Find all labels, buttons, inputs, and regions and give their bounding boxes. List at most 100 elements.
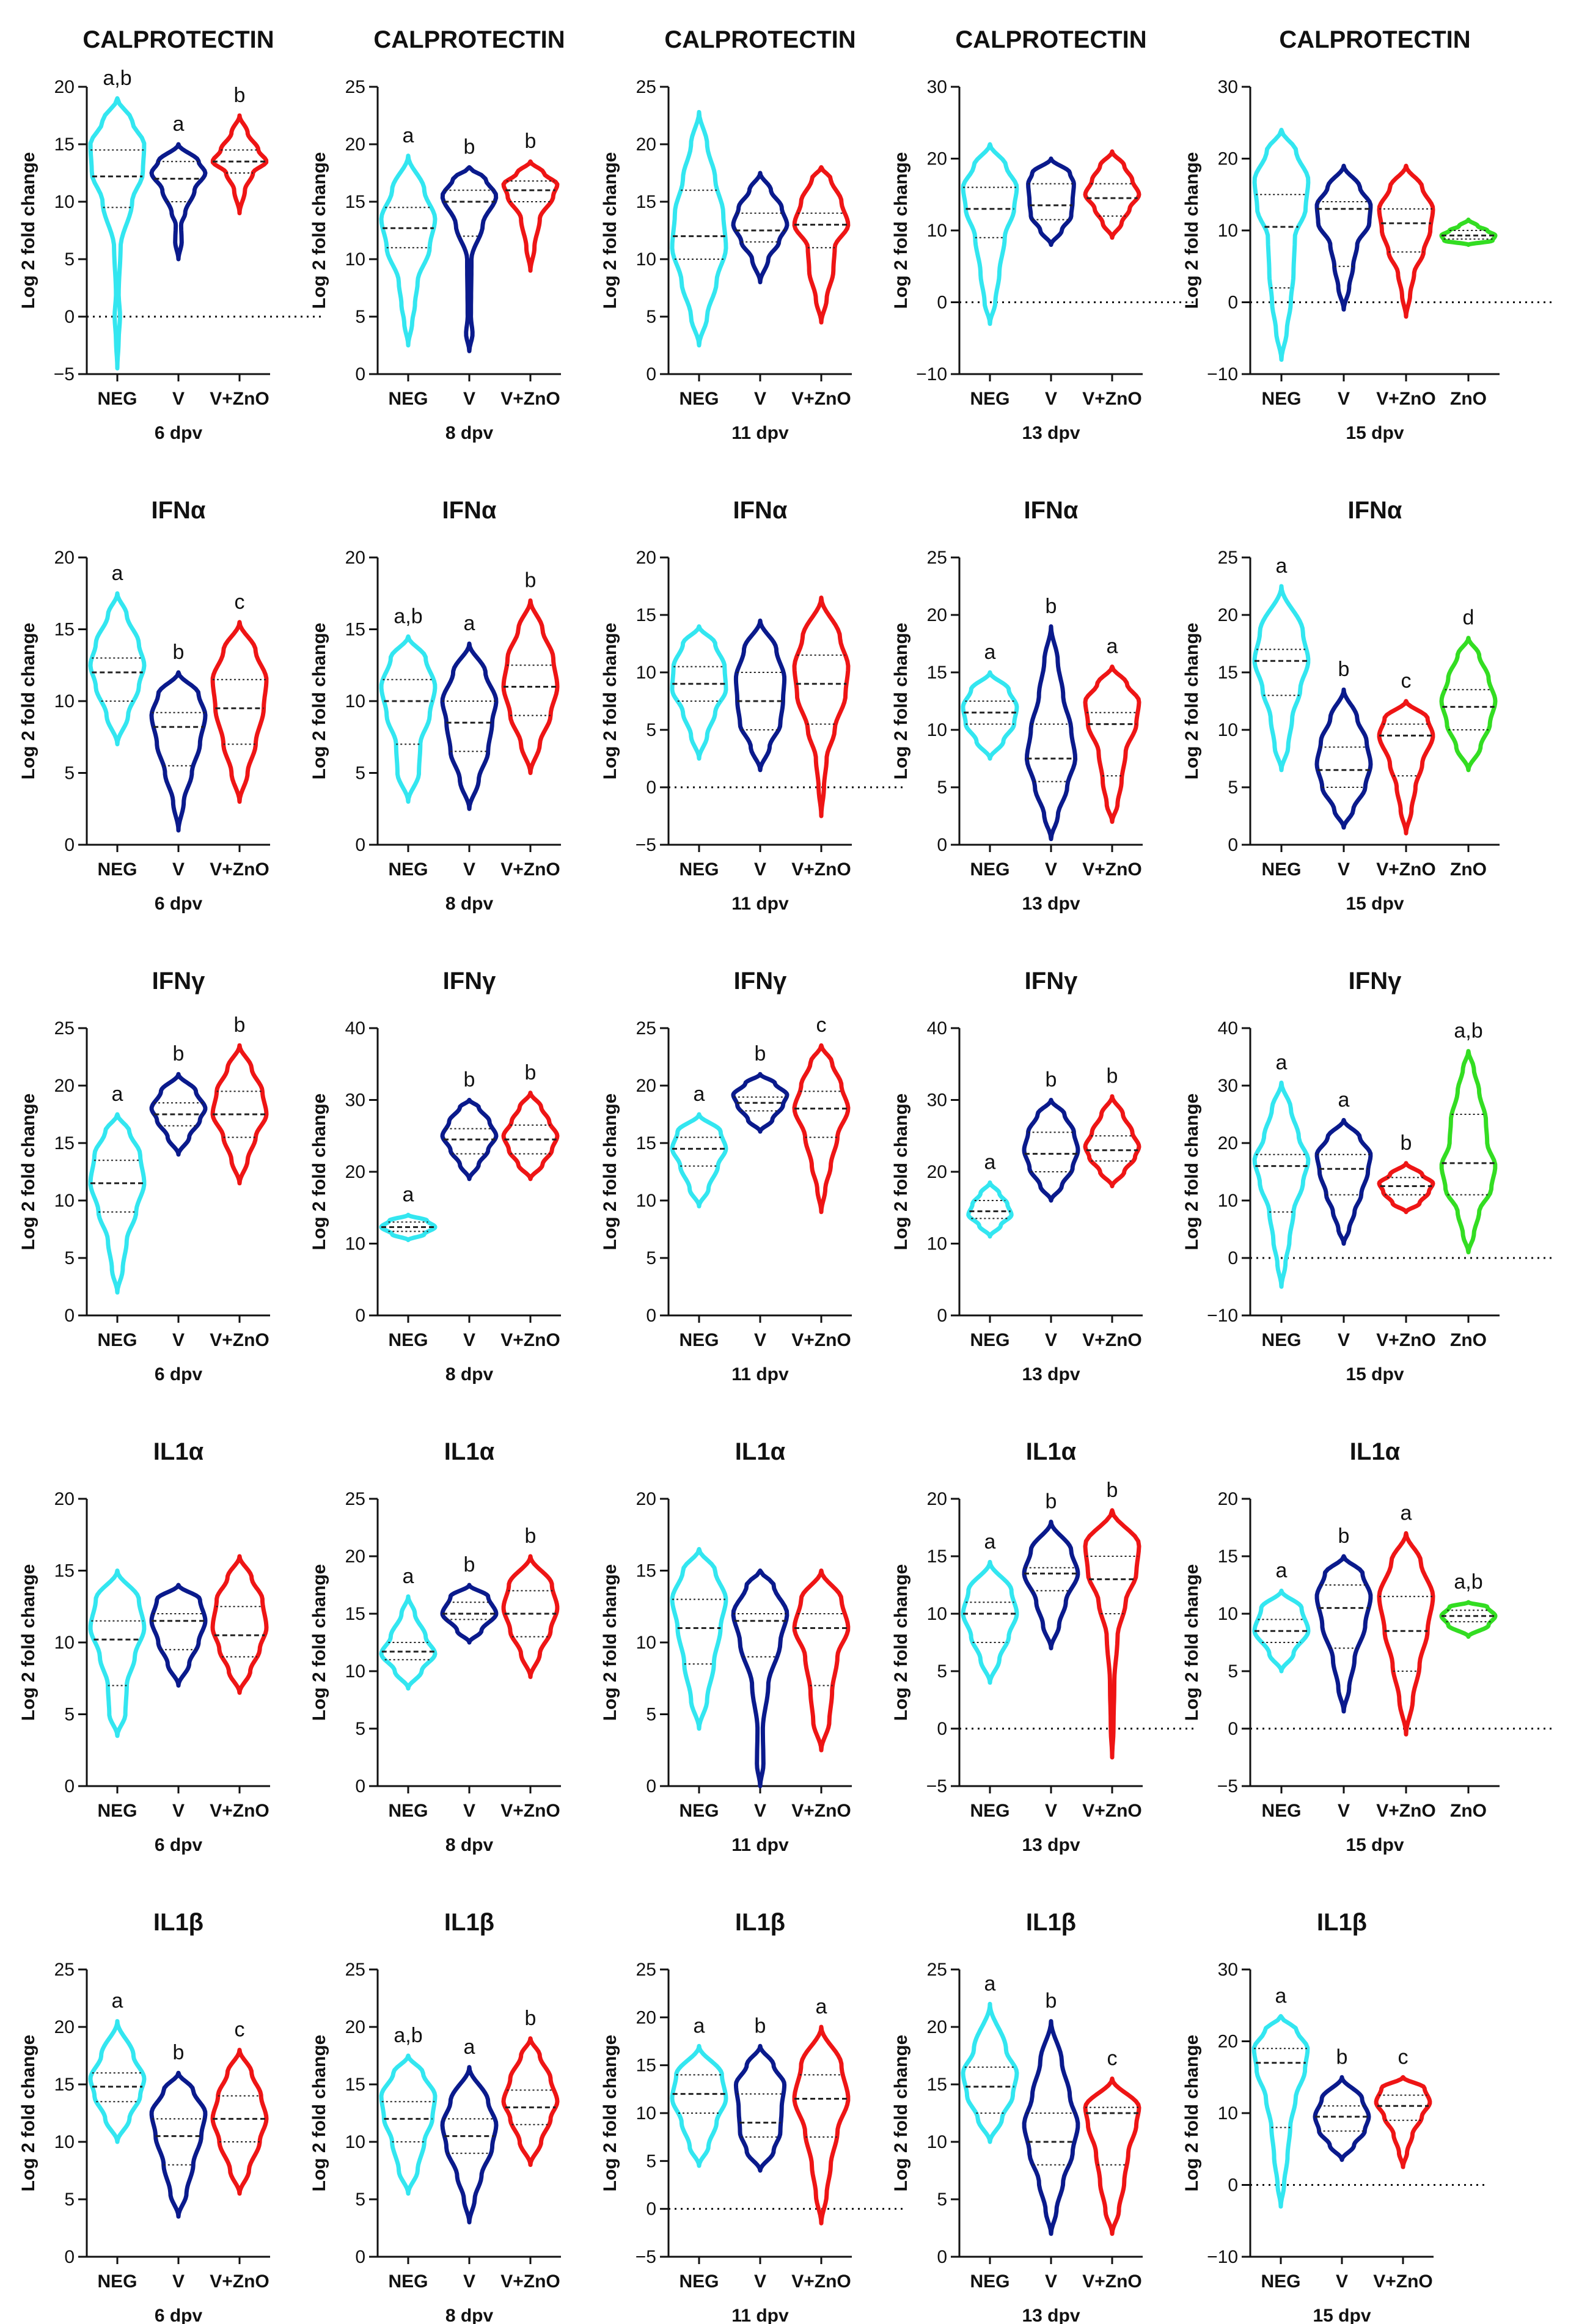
y-axis-label: Log 2 fold change	[18, 1094, 38, 1251]
x-category-label: V+ZnO	[210, 389, 269, 409]
y-tick-label: 40	[1218, 1018, 1238, 1039]
y-tick-label: 5	[355, 307, 365, 327]
x-category-label: V	[463, 1801, 475, 1821]
chart-panel: IL1β 0 5 10 15 20 25 Log 2 fold change NEG a Vb V+Z…	[891, 1909, 1143, 2324]
chart-panel: IL1α 0 5 10 15 20 Log 2 fold change NEG V V+ZnO11…	[600, 1438, 852, 1855]
y-tick-label: 15	[636, 2056, 656, 2076]
significance-letter: b	[1338, 1524, 1350, 1548]
panel-title: IL1β	[444, 1909, 494, 1936]
violin-v-zno	[1083, 664, 1141, 824]
y-tick-label: 10	[636, 249, 656, 270]
y-tick-label: 25	[927, 1960, 947, 1980]
y-tick-label: 10	[1218, 1191, 1238, 1211]
x-category-label: V+ZnO	[791, 859, 851, 880]
violin-v	[1022, 1098, 1080, 1203]
significance-letter: b	[1046, 595, 1057, 618]
y-axis-label: Log 2 fold change	[18, 2035, 38, 2192]
panel-title: IFNγ	[1025, 968, 1078, 995]
x-axis-label: 6 dpv	[155, 1835, 203, 1855]
chart-panel: CALPROTECTIN −10 0 10 20 30 Log 2 fold change N…	[1182, 26, 1555, 443]
violin-v-zno	[1374, 2075, 1432, 2169]
x-category-label: V+ZnO	[500, 1801, 560, 1821]
y-tick-label: 15	[54, 134, 75, 155]
significance-letter: a	[1401, 1501, 1412, 1524]
violin-v-zno	[1377, 699, 1435, 836]
violin-neg	[379, 2053, 438, 2196]
chart-panel: CALPROTECTIN −5 0 5 10 15 20 Log 2 fold change N…	[18, 26, 325, 443]
y-axis-label: Log 2 fold change	[309, 1564, 329, 1721]
chart-panel: IFNα 0 5 10 15 20 25 Log 2 fold change NEG a Vb V+Z…	[1182, 497, 1500, 914]
y-tick-label: 5	[646, 1705, 656, 1725]
violin-neg	[88, 1112, 147, 1295]
violin-neg	[1252, 1080, 1311, 1289]
y-axis-label: Log 2 fold change	[1182, 2035, 1202, 2192]
y-tick-label: 10	[54, 691, 75, 712]
y-tick-label: 40	[345, 1018, 365, 1039]
significance-letter: c	[1398, 2045, 1409, 2068]
y-tick-label: 20	[54, 1076, 75, 1096]
y-tick-label: 20	[345, 2017, 365, 2037]
y-axis-label: Log 2 fold change	[1182, 1094, 1202, 1251]
significance-letter: a,b	[394, 2024, 422, 2047]
y-axis-label: Log 2 fold change	[600, 623, 620, 780]
y-tick-label: 20	[636, 134, 656, 155]
y-tick-label: 10	[345, 249, 365, 270]
y-tick-label: 25	[345, 1489, 365, 1509]
x-category-label: NEG	[97, 1330, 137, 1350]
x-category-label: V	[754, 389, 766, 409]
x-axis-label: 13 dpv	[1022, 1835, 1080, 1855]
y-tick-label: 20	[1218, 605, 1238, 625]
y-tick-label: 0	[355, 1776, 365, 1796]
x-category-label: V+ZnO	[1082, 389, 1142, 409]
y-tick-label: 20	[345, 548, 365, 568]
violin-v	[1022, 1520, 1080, 1650]
y-tick-label: 5	[937, 1661, 947, 1682]
violin-v-zno	[1083, 2076, 1141, 2236]
y-tick-label: 0	[64, 307, 75, 327]
significance-letter: b	[173, 641, 185, 664]
x-category-label: V+ZnO	[1082, 1330, 1142, 1350]
significance-letter: a	[403, 1565, 414, 1588]
x-category-label: NEG	[679, 2271, 719, 2292]
chart-panel: IL1β 0 5 10 15 20 25 Log 2 fold change NEG a,b Va V…	[309, 1909, 561, 2324]
violin-v	[440, 2065, 499, 2225]
x-category-label: V	[1338, 1801, 1350, 1821]
y-axis-label: Log 2 fold change	[600, 152, 620, 309]
y-tick-label: 10	[345, 691, 365, 712]
x-category-label: V	[463, 1330, 475, 1350]
x-category-label: V	[463, 859, 475, 880]
y-tick-label: 10	[636, 1633, 656, 1653]
y-tick-label: 20	[636, 1489, 656, 1509]
violin-v	[440, 1098, 499, 1182]
panel-title: CALPROTECTIN	[82, 26, 274, 53]
y-tick-label: 20	[345, 1162, 365, 1182]
x-category-label: V+ZnO	[791, 1801, 851, 1821]
significance-letter: b	[1338, 658, 1350, 681]
violin-v	[733, 2043, 787, 2173]
panel-title: IFNα	[1347, 497, 1402, 524]
panel-title: CALPROTECTIN	[1279, 26, 1470, 53]
y-tick-label: 10	[927, 720, 947, 740]
violin-neg	[961, 142, 1019, 326]
panel-title: IL1β	[1026, 1909, 1076, 1936]
violin-v	[731, 1072, 790, 1134]
significance-letter: b	[525, 130, 537, 153]
y-tick-label: 5	[1228, 1661, 1238, 1682]
y-tick-label: 25	[345, 77, 365, 97]
y-axis-label: Log 2 fold change	[891, 2035, 911, 2192]
violin-v	[149, 142, 208, 262]
y-tick-label: 20	[927, 149, 947, 169]
x-axis-label: 11 dpv	[731, 894, 789, 914]
y-tick-label: 0	[64, 1776, 75, 1796]
x-category-label: V+ZnO	[500, 1330, 560, 1350]
y-tick-label: 25	[54, 1960, 75, 1980]
y-tick-label: 15	[345, 192, 365, 212]
y-axis-label: Log 2 fold change	[891, 1564, 911, 1721]
x-category-label: V+ZnO	[1373, 2271, 1433, 2292]
violin-v-zno	[501, 159, 560, 273]
violin-v	[1026, 156, 1076, 247]
panel-title: IL1α	[153, 1438, 204, 1465]
violin-v-zno	[1083, 1094, 1141, 1188]
violin-v-zno	[1377, 163, 1435, 319]
